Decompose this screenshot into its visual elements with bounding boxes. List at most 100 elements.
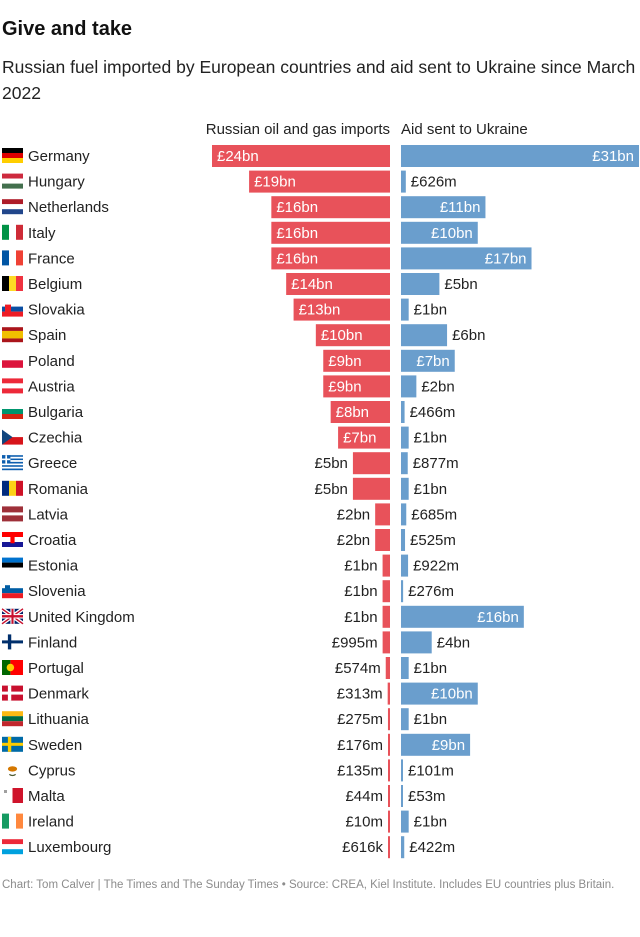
aid-label-finland: £4bn — [437, 634, 470, 651]
imports-bar-ireland — [388, 810, 390, 833]
croatia-flag-icon — [2, 532, 23, 547]
imports-bar-czechia — [338, 426, 390, 449]
chart-subtitle: Russian fuel imported by European countr… — [2, 57, 636, 103]
sweden-flag-icon — [2, 736, 23, 752]
imports-label-netherlands: £16bn — [276, 199, 318, 216]
country-label-luxembourg: Luxembourg — [28, 839, 111, 856]
imports-label-finland: £995m — [332, 634, 378, 651]
imports-bar-italy — [271, 221, 390, 244]
imports-label-ireland: £10m — [345, 814, 383, 831]
country-label-italy: Italy — [28, 225, 56, 242]
country-label-hungary: Hungary — [28, 174, 85, 191]
country-label-sweden: Sweden — [28, 737, 82, 754]
aid-bar-hungary — [401, 170, 406, 193]
aid-bar-czechia — [401, 426, 409, 449]
aid-bar-ireland — [401, 810, 409, 833]
imports-bar-croatia — [375, 529, 390, 551]
imports-bar-germany — [212, 145, 390, 167]
country-label-malta: Malta — [28, 788, 65, 805]
imports-bar-lithuania — [387, 708, 390, 731]
malta-flag-icon — [2, 788, 23, 803]
lithuania-flag-icon — [2, 711, 23, 727]
aid-bar-italy — [401, 221, 478, 244]
aid-bar-cyprus — [401, 759, 403, 782]
netherlands-flag-icon — [2, 199, 23, 215]
country-label-greece: Greece — [28, 455, 77, 472]
aid-bar-austria — [401, 375, 417, 398]
aid-bar-croatia — [401, 529, 406, 551]
imports-bar-luxembourg — [388, 836, 390, 859]
bulgaria-flag-icon — [2, 404, 23, 419]
aid-bar-slovakia — [401, 298, 409, 321]
country-label-netherlands: Netherlands — [28, 199, 109, 216]
imports-label-luxembourg: £616k — [342, 839, 383, 856]
aid-label-ireland: £1bn — [414, 814, 447, 831]
aid-bar-portugal — [401, 657, 409, 679]
imports-bar-denmark — [387, 682, 390, 705]
imports-label-latvia: £2bn — [337, 506, 370, 523]
country-label-spain: Spain — [28, 327, 66, 344]
chart-title: Give and take — [2, 18, 133, 40]
aid-bar-united-kingdom — [401, 605, 524, 628]
hungary-flag-icon — [2, 173, 23, 189]
country-label-poland: Poland — [28, 353, 75, 370]
aid-bar-sweden — [401, 733, 471, 756]
aid-bar-estonia — [401, 554, 409, 577]
imports-bar-estonia — [382, 554, 390, 577]
germany-flag-icon — [2, 148, 23, 163]
country-label-czechia: Czechia — [28, 430, 83, 447]
cyprus-flag-icon — [2, 762, 23, 778]
imports-bar-cyprus — [388, 759, 390, 782]
country-label-belgium: Belgium — [28, 276, 82, 293]
aid-column-header: Aid sent to Ukraine — [401, 121, 528, 138]
imports-label-sweden: £176m — [337, 737, 383, 754]
country-label-united-kingdom: United Kingdom — [28, 609, 135, 626]
imports-label-lithuania: £275m — [337, 711, 383, 728]
spain-flag-icon — [2, 327, 23, 343]
aid-bar-germany — [401, 145, 639, 167]
imports-label-bulgaria: £8bn — [336, 404, 369, 421]
aid-bar-finland — [401, 631, 432, 654]
aid-bar-bulgaria — [401, 401, 405, 423]
aid-label-hungary: £626m — [411, 174, 457, 191]
country-label-portugal: Portugal — [28, 660, 84, 677]
imports-label-germany: £24bn — [217, 148, 259, 165]
imports-bar-latvia — [375, 503, 390, 526]
country-label-croatia: Croatia — [28, 532, 77, 549]
imports-bar-malta — [388, 785, 390, 807]
aid-label-cyprus: £101m — [408, 762, 454, 779]
finland-flag-icon — [2, 634, 23, 650]
imports-bar-romania — [352, 477, 390, 500]
aid-bar-spain — [401, 324, 448, 347]
country-label-austria: Austria — [28, 378, 75, 395]
slovakia-flag-icon — [2, 301, 23, 317]
aid-bar-lithuania — [401, 708, 409, 731]
imports-label-united-kingdom: £1bn — [344, 609, 377, 626]
aid-label-bulgaria: £466m — [410, 404, 456, 421]
imports-bar-france — [271, 247, 390, 270]
imports-bar-poland — [323, 349, 390, 372]
aid-bar-slovenia — [401, 580, 404, 603]
aid-bar-netherlands — [401, 196, 486, 219]
country-label-germany: Germany — [28, 148, 90, 165]
imports-label-romania: £5bn — [315, 481, 348, 498]
italy-flag-icon — [2, 224, 23, 240]
aid-label-spain: £6bn — [452, 327, 485, 344]
imports-label-croatia: £2bn — [337, 532, 370, 549]
country-label-estonia: Estonia — [28, 558, 79, 575]
imports-label-poland: £9bn — [328, 353, 361, 370]
country-label-latvia: Latvia — [28, 506, 69, 523]
imports-label-france: £16bn — [276, 250, 318, 267]
imports-bar-portugal — [385, 657, 390, 679]
aid-label-belgium: £5bn — [444, 276, 477, 293]
aid-bar-poland — [401, 349, 455, 372]
aid-label-portugal: £1bn — [414, 660, 447, 677]
imports-bar-belgium — [286, 273, 390, 295]
aid-bar-romania — [401, 477, 409, 500]
imports-bar-united-kingdom — [382, 605, 390, 628]
aid-bar-greece — [401, 452, 408, 475]
aid-label-lithuania: £1bn — [414, 711, 447, 728]
luxembourg-flag-icon — [2, 839, 23, 855]
aid-label-austria: £2bn — [421, 378, 454, 395]
